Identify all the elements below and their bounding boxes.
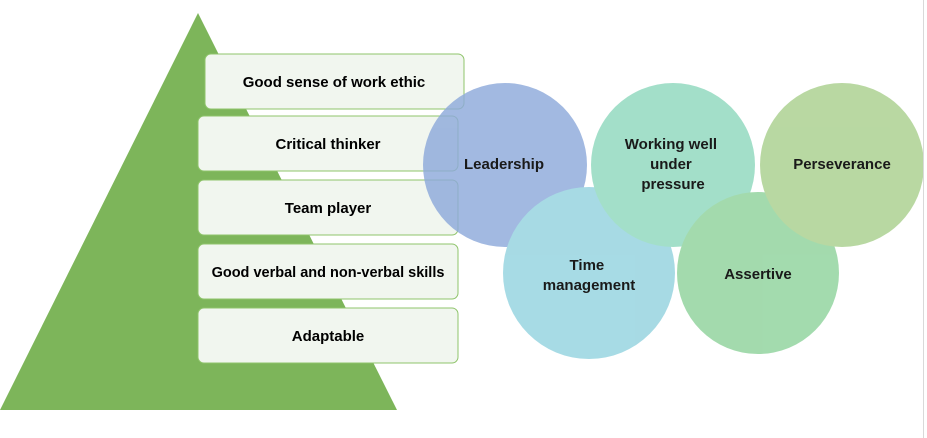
circle-label-perseverance: Perseverance — [793, 156, 891, 173]
circle-label-assertive: Assertive — [724, 266, 792, 283]
pyramid-box-3: Team player — [197, 179, 459, 236]
pyramid-box-4: Good verbal and non-verbal skills — [197, 243, 459, 300]
circle-label-time-management: Time management — [543, 257, 636, 294]
pyramid-item-label: Critical thinker — [275, 136, 380, 153]
pyramid-item-label: Team player — [285, 200, 372, 217]
pyramid-item-label: Adaptable — [292, 328, 365, 345]
circle-label-line: under — [650, 156, 692, 173]
page-edge-divider — [923, 0, 924, 438]
circle-label-line: Working well — [625, 136, 717, 153]
circle-label-line: Perseverance — [793, 156, 891, 173]
circle-label-line: Time — [570, 257, 605, 274]
pyramid-item-label: Good verbal and non-verbal skills — [212, 265, 445, 281]
circle-label-leadership: Leadership — [464, 156, 544, 173]
circle-label-line: pressure — [641, 176, 704, 193]
pyramid-item-label: Good sense of work ethic — [243, 74, 426, 91]
circle-label-working-well: Working well under pressure — [625, 136, 721, 193]
circle-perseverance — [760, 83, 924, 247]
pyramid-box-2: Critical thinker — [197, 115, 459, 172]
circle-label-line: Leadership — [464, 156, 544, 173]
pyramid-box-5: Adaptable — [197, 307, 459, 364]
circle-label-line: Assertive — [724, 266, 792, 283]
pyramid-box-1: Good sense of work ethic — [204, 53, 465, 110]
circles-group — [423, 83, 924, 359]
circle-label-line: management — [543, 277, 636, 294]
